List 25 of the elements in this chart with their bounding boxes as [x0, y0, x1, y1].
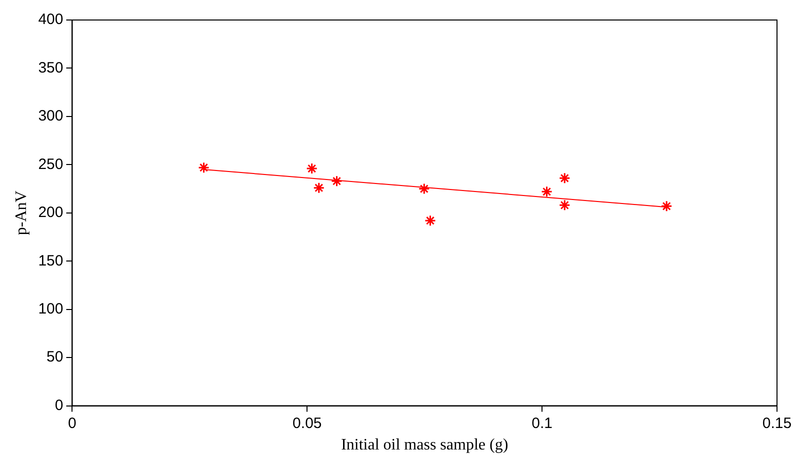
point	[198, 162, 210, 174]
y-tick-label: 150	[38, 252, 64, 270]
x-tick-label: 0	[68, 414, 76, 432]
y-tick-label: 400	[38, 11, 64, 28]
point	[424, 214, 436, 226]
point	[558, 172, 570, 184]
y-tick-label: 250	[38, 156, 64, 173]
x-tick-label: 0.15	[762, 414, 792, 432]
point	[331, 175, 342, 187]
point	[418, 183, 430, 195]
y-tick-label: 350	[38, 59, 64, 76]
y-tick-label: 200	[38, 204, 64, 222]
x-tick-label: 0.1	[532, 414, 553, 432]
y-tick-label: 0	[54, 396, 64, 414]
point	[558, 199, 570, 211]
y-tick-label: 50	[46, 348, 64, 366]
y-tick-label: 300	[38, 108, 64, 125]
y-tick-label: 100	[38, 300, 64, 318]
point	[306, 162, 318, 174]
y-axis-title: p-AnV	[12, 190, 30, 236]
x-tick-label: 0.05	[292, 414, 322, 432]
point	[313, 182, 325, 194]
point	[660, 200, 672, 212]
x-axis-title: Initial oil mass sample (g)	[341, 436, 508, 454]
point	[541, 186, 553, 198]
